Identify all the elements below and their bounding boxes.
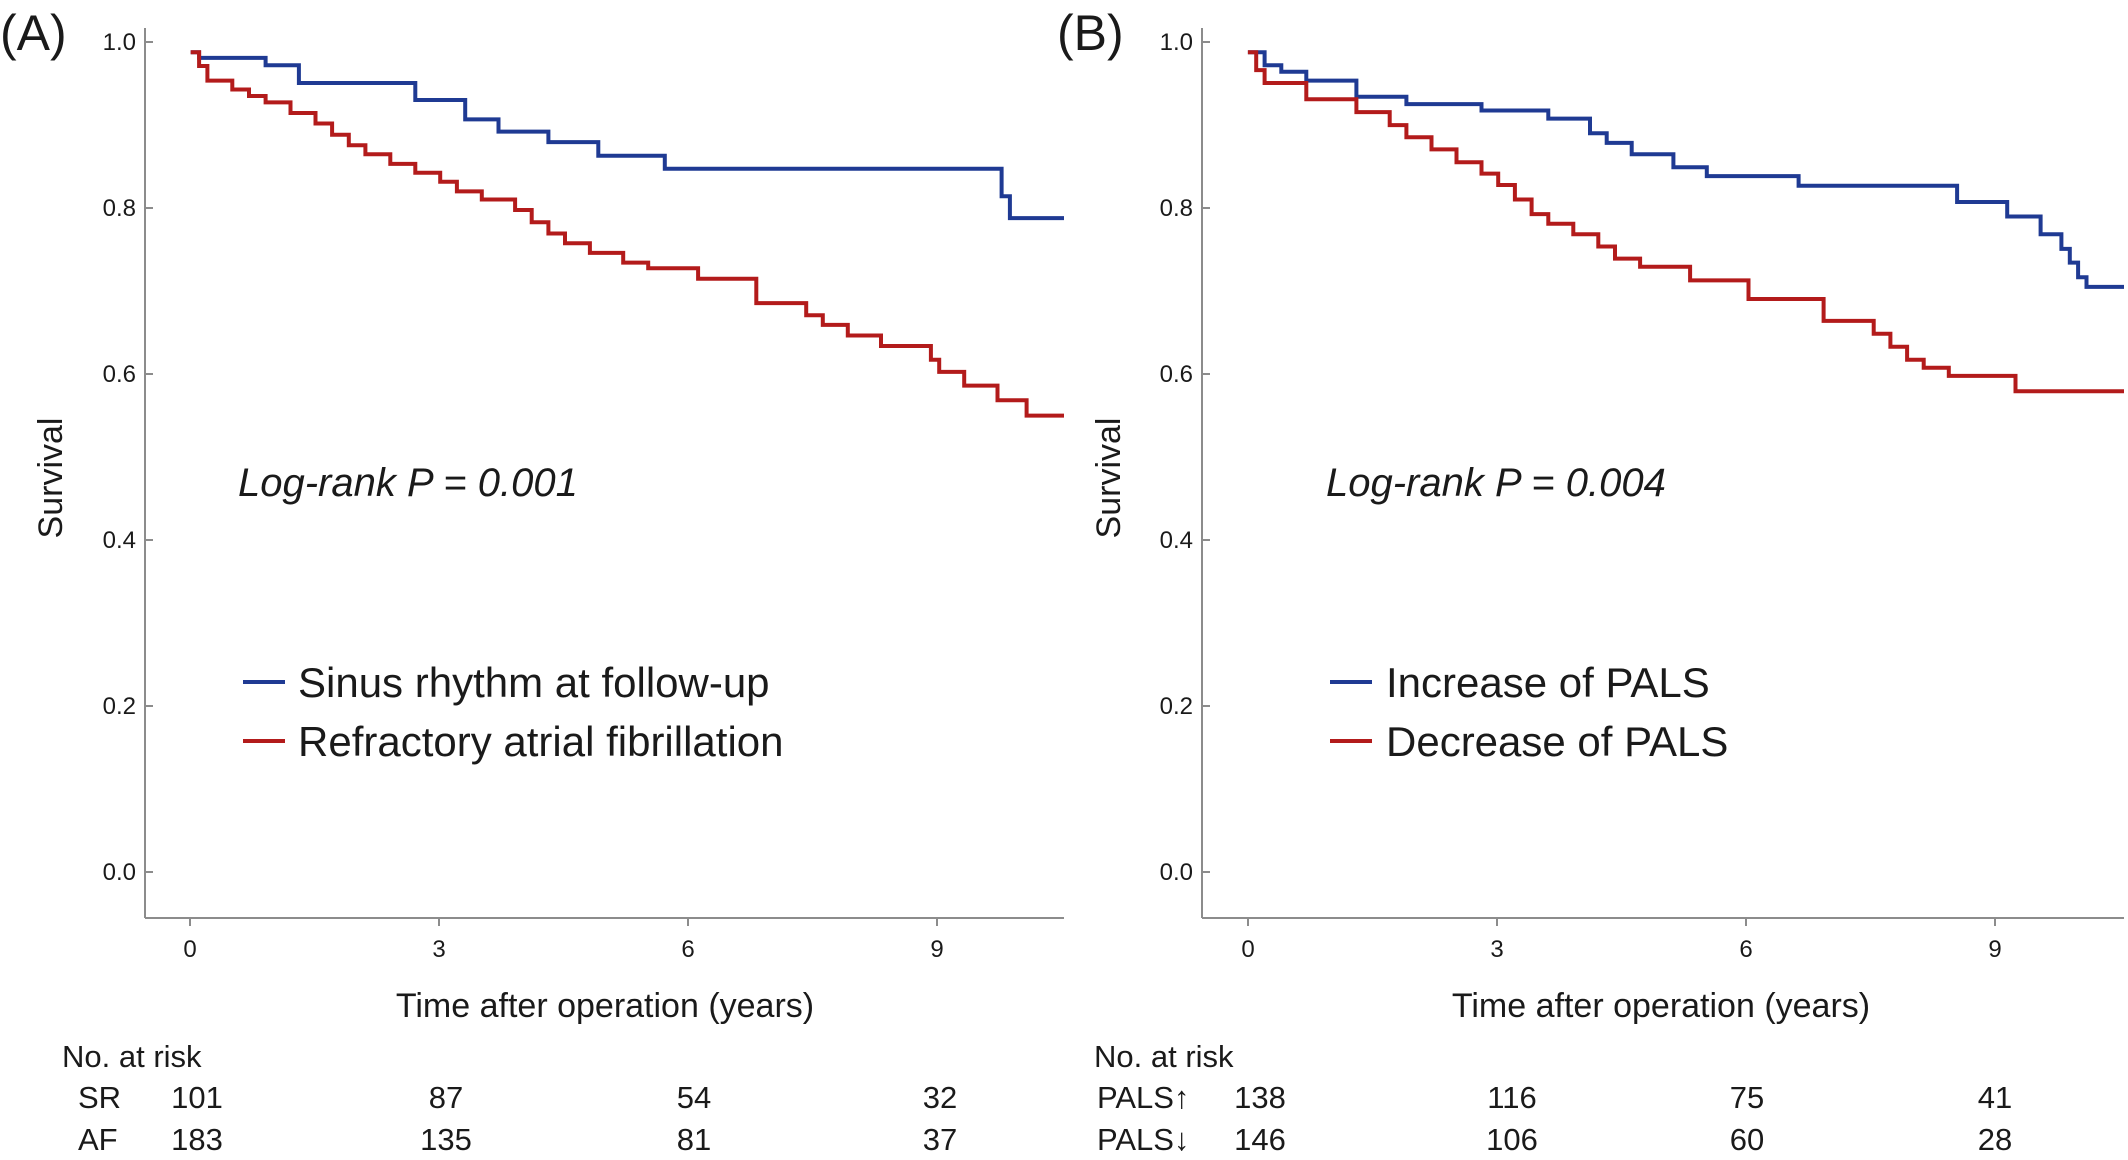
x-tick-label: 3 <box>432 936 445 963</box>
x-tick-label: 6 <box>1739 936 1752 963</box>
x-tick-label: 0 <box>183 936 196 963</box>
y-tick-label: 1.0 <box>103 29 136 56</box>
risk-table: No. at risk SR 101 87 54 32 AF 183 135 8… <box>62 1039 957 1157</box>
risk-value: 138 <box>1234 1080 1286 1115</box>
legend: Sinus rhythm at follow-up Refractory atr… <box>243 659 784 765</box>
y-axis: 1.0 0.8 0.6 0.4 0.2 0.0 <box>103 29 153 886</box>
x-tick-label: 3 <box>1490 936 1503 963</box>
y-tick-label: 0.8 <box>1160 195 1193 222</box>
risk-value: 32 <box>923 1080 957 1115</box>
risk-value: 87 <box>429 1080 463 1115</box>
legend-label: Increase of PALS <box>1386 659 1710 706</box>
y-tick-label: 0.6 <box>1160 361 1193 388</box>
panel-label: (A) <box>0 5 67 61</box>
panel-b: (B) 1.0 0.8 0.6 0.4 0.2 0.0 0 3 6 9 <box>1057 5 2124 1157</box>
survival-curve-sinus-rhythm <box>190 50 1064 221</box>
y-tick-label: 0.4 <box>1160 527 1193 554</box>
x-axis: 0 3 6 9 <box>1241 918 2002 963</box>
x-tick-label: 9 <box>1988 936 2001 963</box>
risk-value: 37 <box>923 1122 957 1157</box>
risk-value: 60 <box>1730 1122 1764 1157</box>
x-axis-title: Time after operation (years) <box>396 987 814 1025</box>
risk-value: 146 <box>1234 1122 1286 1157</box>
y-tick-label: 1.0 <box>1160 29 1193 56</box>
risk-value: 183 <box>171 1122 223 1157</box>
risk-value: 101 <box>171 1080 223 1115</box>
y-tick-label: 0.6 <box>103 361 136 388</box>
log-rank-annotation: Log-rank P = 0.001 <box>238 461 578 505</box>
risk-table: No. at risk PALS↑ 138 116 75 41 PALS↓ 14… <box>1094 1039 2012 1157</box>
risk-value: 116 <box>1487 1080 1536 1115</box>
risk-value: 106 <box>1486 1122 1538 1157</box>
y-tick-label: 0.0 <box>1160 859 1193 886</box>
y-axis-title: Survival <box>1090 418 1128 539</box>
x-axis-title: Time after operation (years) <box>1452 987 1870 1025</box>
risk-value: 41 <box>1978 1080 2012 1115</box>
risk-value: 28 <box>1978 1122 2012 1157</box>
risk-row-label: PALS↑ <box>1097 1080 1189 1115</box>
y-tick-label: 0.2 <box>103 693 136 720</box>
x-axis: 0 3 6 9 <box>183 918 944 963</box>
risk-table-header: No. at risk <box>1094 1039 1234 1074</box>
risk-row-label: AF <box>78 1122 118 1157</box>
x-tick-label: 6 <box>681 936 694 963</box>
survival-curve-refractory-af <box>190 50 1064 418</box>
legend-label: Refractory atrial fibrillation <box>298 718 784 765</box>
x-tick-label: 9 <box>930 936 943 963</box>
y-tick-label: 0.8 <box>103 195 136 222</box>
y-axis-title: Survival <box>32 418 70 539</box>
survival-curve-pals-increase <box>1247 50 2124 289</box>
panel-label: (B) <box>1057 5 1124 61</box>
y-tick-label: 0.2 <box>1160 693 1193 720</box>
risk-table-header: No. at risk <box>62 1039 202 1074</box>
legend-label: Decrease of PALS <box>1386 718 1728 765</box>
y-axis: 1.0 0.8 0.6 0.4 0.2 0.0 <box>1160 29 1210 886</box>
panel-a: (A) 1.0 0.8 0.6 0.4 0.2 0.0 0 3 6 9 <box>0 5 1064 1157</box>
y-tick-label: 0.4 <box>103 527 136 554</box>
risk-value: 54 <box>677 1080 711 1115</box>
risk-value: 81 <box>677 1122 711 1157</box>
legend: Increase of PALS Decrease of PALS <box>1330 659 1728 765</box>
risk-value: 135 <box>420 1122 472 1157</box>
risk-value: 75 <box>1730 1080 1764 1115</box>
log-rank-annotation: Log-rank P = 0.004 <box>1326 461 1666 505</box>
x-tick-label: 0 <box>1241 936 1254 963</box>
y-tick-label: 0.0 <box>103 859 136 886</box>
risk-row-label: SR <box>78 1080 121 1115</box>
risk-row-label: PALS↓ <box>1097 1122 1189 1157</box>
survival-curve-pals-decrease <box>1247 50 2124 394</box>
legend-label: Sinus rhythm at follow-up <box>298 659 770 706</box>
